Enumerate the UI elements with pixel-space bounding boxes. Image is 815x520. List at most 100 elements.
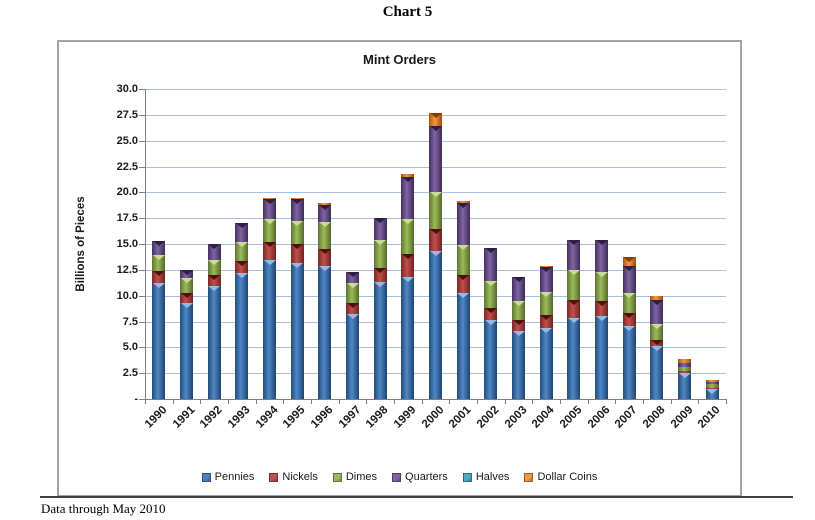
legend-label: Pennies <box>214 471 255 483</box>
bar-segment-bevel <box>678 373 691 379</box>
legend-item: Pennies <box>201 471 255 483</box>
y-tick-label: 30.0 <box>116 83 138 95</box>
bar-segment-bevel <box>374 218 387 224</box>
bar-segment <box>318 265 332 399</box>
y-axis-tick <box>139 347 145 349</box>
bar-segment-bevel <box>318 222 331 228</box>
bar-segment <box>567 269 581 300</box>
bar-segment <box>456 245 470 275</box>
bar-segment <box>401 173 415 177</box>
bar-segment-bevel <box>623 325 636 331</box>
bar-segment <box>484 308 498 321</box>
bar-segment-bevel <box>235 223 248 229</box>
bar-segment <box>622 313 636 326</box>
y-axis-line <box>145 89 146 401</box>
legend-swatch-icon <box>524 472 534 482</box>
bar-segment-bevel <box>180 302 193 308</box>
bar-segment <box>705 382 719 384</box>
bar-segment <box>650 340 664 347</box>
legend-label: Quarters <box>405 471 448 483</box>
bar-segment-bevel <box>650 340 663 346</box>
x-axis-tick <box>366 400 368 404</box>
bar-segment <box>401 277 415 399</box>
bar-segment <box>263 198 276 220</box>
bar-segment <box>622 265 636 293</box>
page-title: Chart 5 <box>382 4 433 20</box>
bar-segment <box>152 270 166 284</box>
bar-segment-bevel <box>540 315 553 321</box>
y-tick-label: 17.5 <box>116 212 138 225</box>
bar-segment-bevel <box>346 314 359 320</box>
legend-item: Dollar Coins <box>524 471 597 483</box>
y-axis-tick <box>139 140 145 142</box>
bar-segment-bevel <box>318 204 331 210</box>
bar-segment <box>235 223 249 242</box>
x-axis-tick <box>560 400 561 404</box>
bar-segment-bevel <box>401 219 414 225</box>
bar-segment <box>456 202 470 246</box>
bar-segment-bevel <box>401 277 414 283</box>
bar-segment <box>456 275 470 293</box>
bar-segment-bevel <box>567 239 580 245</box>
bar-segment-bevel <box>540 266 553 272</box>
bar-segment <box>346 283 359 303</box>
bar-segment <box>373 218 387 240</box>
y-axis-tick <box>139 269 145 271</box>
bar-segment <box>678 371 691 374</box>
bar-segment-bevel <box>180 269 193 275</box>
y-tick-label: 27.5 <box>116 108 138 121</box>
bar-segment <box>207 286 221 399</box>
bar-segment-bevel <box>623 313 636 319</box>
bar-segment <box>401 254 415 278</box>
bar-segment-bevel <box>484 320 497 326</box>
bar-segment <box>622 292 636 314</box>
legend-label: Nickels <box>282 471 318 483</box>
bar-segment <box>263 219 276 242</box>
bar-segment-bevel <box>374 239 387 245</box>
legend-swatch-icon <box>332 472 342 482</box>
x-axis-tick <box>421 400 423 404</box>
bar-segment-bevel <box>429 112 442 118</box>
bar-segment <box>512 320 525 331</box>
bar-segment-bevel <box>567 299 580 305</box>
legend-swatch-icon <box>392 472 402 482</box>
bar-segment-bevel <box>484 248 497 254</box>
bar-segment-bevel <box>540 291 553 297</box>
x-axis-tick <box>200 400 202 404</box>
bar-segment <box>456 292 470 399</box>
bar-segment-bevel <box>152 240 165 246</box>
bar-segment <box>429 126 442 193</box>
bar-segment <box>152 255 166 271</box>
x-axis-tick <box>311 400 312 404</box>
bar-segment-bevel <box>595 300 608 306</box>
bar-segment <box>290 262 304 399</box>
bar-segment <box>512 300 525 321</box>
bar-segment-bevel <box>429 126 442 132</box>
y-tick-label: 25.0 <box>116 134 138 147</box>
bar-segment-bevel <box>208 259 221 265</box>
bar-segment <box>539 266 553 292</box>
bar-segment-bevel <box>374 282 387 288</box>
bar-segment <box>429 192 442 229</box>
x-axis-tick <box>228 400 229 404</box>
bar-segment <box>678 362 691 367</box>
gridline <box>145 89 726 90</box>
bar-segment-bevel <box>346 302 359 308</box>
x-axis-line <box>145 399 727 400</box>
bar-segment-bevel <box>291 262 304 268</box>
y-tick-label: - <box>134 393 138 405</box>
bar-segment-bevel <box>208 275 221 281</box>
x-axis-tick <box>643 400 644 404</box>
bar-segment <box>678 366 691 372</box>
bar-segment <box>678 358 691 363</box>
y-axis-tick <box>139 218 145 220</box>
bar-segment <box>263 259 276 399</box>
bar-segment <box>207 259 221 275</box>
bar-segment-bevel <box>318 265 331 271</box>
bar-segment-bevel <box>291 221 304 227</box>
y-tick-label: 22.5 <box>116 160 138 173</box>
bar-segment <box>263 241 276 260</box>
x-axis-tick <box>504 400 506 404</box>
y-axis-title: Billions of Pieces <box>75 196 87 292</box>
